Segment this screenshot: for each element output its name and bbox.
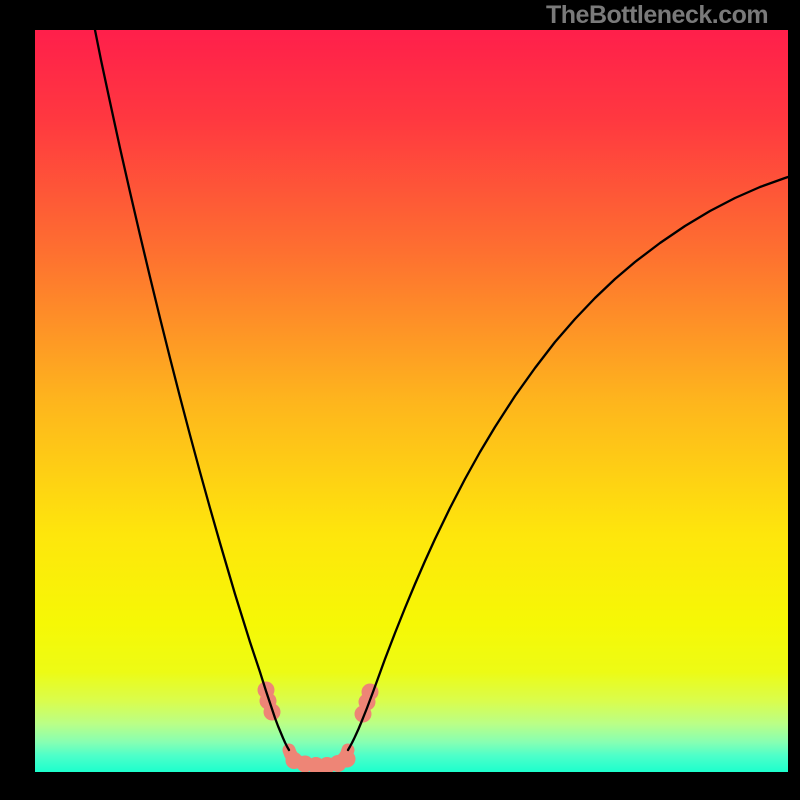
gradient-background	[35, 30, 788, 772]
bottleneck-chart	[0, 0, 800, 800]
trough-marker	[339, 751, 356, 768]
watermark-text: TheBottleneck.com	[546, 1, 768, 30]
